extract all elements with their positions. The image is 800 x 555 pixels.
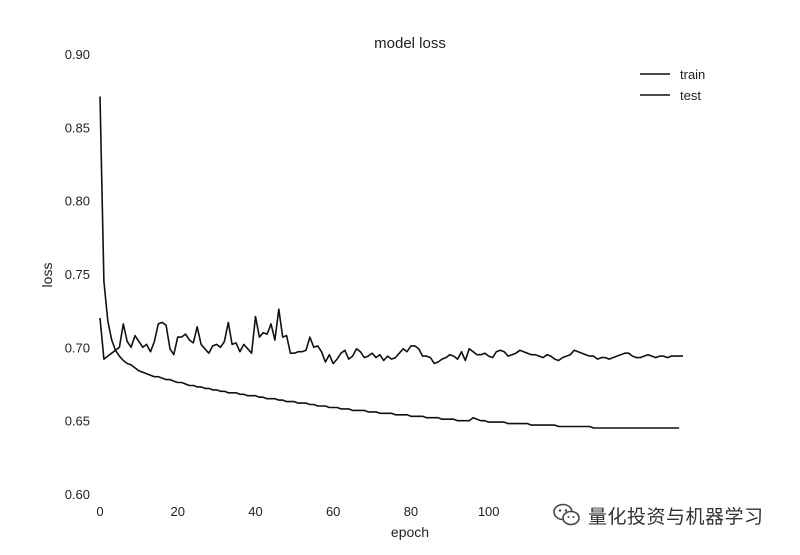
y-tick-label: 0.65 <box>65 414 90 429</box>
y-axis-label: loss <box>39 263 55 288</box>
y-tick-label: 0.85 <box>65 120 90 135</box>
x-tick-label: 40 <box>248 504 262 519</box>
y-tick-label: 0.70 <box>65 340 90 355</box>
y-axis-ticks: 0.60 0.65 0.70 0.75 0.80 0.85 0.90 <box>65 47 90 502</box>
wechat-icon <box>553 503 580 526</box>
x-tick-label: 0 <box>96 504 103 519</box>
legend: train test <box>640 67 705 103</box>
y-tick-label: 0.75 <box>65 267 90 282</box>
series-group <box>99 96 683 429</box>
x-tick-label: 60 <box>326 504 340 519</box>
watermark: 量化投资与机器学习 <box>552 500 792 530</box>
y-tick-label: 0.80 <box>65 194 90 209</box>
x-tick-label: 100 <box>478 504 500 519</box>
y-tick-label: 0.90 <box>65 47 90 62</box>
watermark-text: 量化投资与机器学习 <box>588 505 764 528</box>
series-line-test <box>99 308 683 365</box>
legend-label-train: train <box>680 67 705 82</box>
series-line-train <box>99 96 680 429</box>
x-axis-label: epoch <box>391 524 429 540</box>
y-tick-label: 0.60 <box>65 487 90 502</box>
x-tick-label: 20 <box>170 504 184 519</box>
chart-title: model loss <box>374 35 446 52</box>
legend-label-test: test <box>680 88 701 103</box>
x-tick-label: 80 <box>404 504 418 519</box>
x-axis-ticks: 0 20 40 60 80 100 <box>96 504 499 519</box>
